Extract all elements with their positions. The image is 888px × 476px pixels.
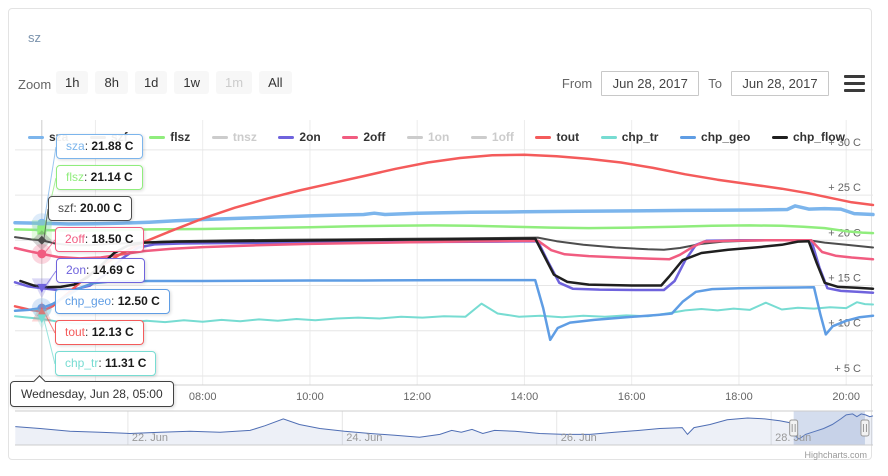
svg-text:18:00: 18:00 — [725, 391, 753, 403]
legend-dash-icon — [680, 135, 697, 139]
tooltip-flsz: flsz: 21.14 C — [56, 165, 143, 190]
tooltip-date-text: Wednesday, Jun 28, 05:00 — [21, 387, 163, 401]
svg-text:14:00: 14:00 — [511, 391, 539, 403]
hamburger-bar — [844, 82, 865, 85]
hamburger-bar — [844, 75, 865, 78]
legend-label: chp_geo — [701, 130, 751, 144]
svg-text:26. Jun: 26. Jun — [561, 432, 597, 444]
legend-dash-icon — [342, 135, 359, 139]
legend-item-chp_flow[interactable]: chp_flow — [771, 130, 845, 144]
zoom-buttons: 1h 8h 1d 1w 1m All — [56, 71, 292, 94]
legend-item-chp_tr[interactable]: chp_tr — [600, 130, 659, 144]
legend-label: chp_tr — [621, 130, 659, 144]
tooltip-date-box: Wednesday, Jun 28, 05:00 — [10, 375, 174, 407]
legend-label: flsz — [170, 130, 191, 144]
series-sza — [13, 204, 875, 226]
legend-dash-icon — [278, 135, 295, 139]
legend-item-1on[interactable]: 1on — [406, 130, 450, 144]
series-chp_tr — [14, 301, 874, 325]
tooltip-szf: szf: 20.00 C — [48, 196, 133, 221]
svg-text:+ 5 C: + 5 C — [834, 363, 861, 375]
highcharts-credit: Highcharts.com — [804, 450, 867, 460]
series-chp_geo — [13, 278, 875, 342]
legend-label: tout — [556, 130, 580, 144]
legend-dash-icon — [406, 135, 423, 139]
from-date-input[interactable] — [601, 71, 700, 96]
svg-text:20:00: 20:00 — [832, 391, 860, 403]
legend-item-chp_geo[interactable]: chp_geo — [680, 130, 750, 144]
tooltip-2on: 2on: 14.69 C — [56, 258, 145, 283]
legend-label: 1on — [427, 130, 450, 144]
chart-title: sz — [28, 30, 41, 45]
tooltip-2off: 2off: 18.50 C — [55, 227, 144, 252]
zoom-button-1m: 1m — [216, 71, 253, 94]
svg-text:24. Jun: 24. Jun — [346, 432, 382, 444]
legend-dash-icon — [149, 135, 166, 139]
svg-text:+ 10 C: + 10 C — [828, 318, 861, 330]
hover-markers — [31, 146, 57, 365]
legend-dash-icon — [600, 135, 617, 139]
tooltip-sza: sza: 21.88 C — [56, 134, 144, 159]
legend-label: 2on — [299, 130, 321, 144]
svg-text:+ 15 C: + 15 C — [828, 273, 861, 285]
series-2off — [13, 239, 875, 261]
series-flsz — [13, 224, 875, 235]
x-axis-labels: 08:00 10:00 12:00 14:00 16:00 18:00 20:00 — [189, 391, 860, 403]
svg-text:+ 25 C: + 25 C — [828, 182, 861, 194]
tooltip-chp_tr: chp_tr: 11.31 C — [55, 351, 157, 376]
legend-label: tnsz — [232, 130, 257, 144]
legend-dash-icon — [535, 135, 552, 139]
tooltip-chp_geo: chp_geo: 12.50 C — [55, 289, 170, 314]
legend-dash-icon — [211, 135, 228, 139]
svg-text:16:00: 16:00 — [618, 391, 646, 403]
svg-text:+ 30 C: + 30 C — [828, 137, 861, 149]
svg-text:12:00: 12:00 — [403, 391, 431, 403]
legend-dash-icon — [28, 135, 44, 139]
svg-text:22. Jun: 22. Jun — [132, 432, 168, 444]
legend-item-tout[interactable]: tout — [535, 130, 579, 144]
to-label: To — [708, 76, 722, 91]
zoom-button-all[interactable]: All — [259, 71, 292, 94]
navigator-handle-right[interactable] — [860, 419, 870, 437]
zoom-label: Zoom — [18, 77, 52, 92]
svg-text:10:00: 10:00 — [296, 391, 324, 403]
legend-label: chp_flow — [792, 130, 845, 144]
legend-label: 1off — [491, 130, 514, 144]
legend-item-flsz[interactable]: flsz — [149, 130, 190, 144]
navigator-series — [15, 413, 874, 440]
tooltip-tout: tout: 12.13 C — [55, 320, 144, 345]
legend: szaszfflsztnsz2on2off1on1offtoutchp_trch… — [28, 130, 845, 144]
zoom-button-8h[interactable]: 8h — [95, 71, 128, 94]
legend-dash-icon — [470, 135, 487, 139]
hamburger-menu-icon[interactable] — [844, 75, 865, 92]
zoom-button-1d[interactable]: 1d — [134, 71, 168, 94]
zoom-button-1w[interactable]: 1w — [174, 71, 210, 94]
navigator-selected-range[interactable] — [793, 411, 865, 445]
legend-item-1off[interactable]: 1off — [470, 130, 514, 144]
hamburger-bar — [844, 89, 865, 92]
legend-item-2on[interactable]: 2on — [278, 130, 321, 144]
navigator: 22. Jun 24. Jun 26. Jun 28. Jun — [15, 410, 874, 446]
legend-item-2off[interactable]: 2off — [342, 130, 385, 144]
svg-text:28. Jun: 28. Jun — [775, 432, 811, 444]
range-inputs: From To — [562, 71, 865, 96]
navigator-handle-left[interactable] — [789, 419, 799, 437]
svg-text:08:00: 08:00 — [189, 391, 217, 403]
from-label: From — [561, 76, 593, 91]
legend-label: 2off — [363, 130, 386, 144]
to-date-input[interactable] — [731, 71, 829, 96]
legend-item-tnsz[interactable]: tnsz — [211, 130, 257, 144]
legend-dash-icon — [771, 135, 788, 139]
zoom-button-1h[interactable]: 1h — [56, 71, 89, 94]
